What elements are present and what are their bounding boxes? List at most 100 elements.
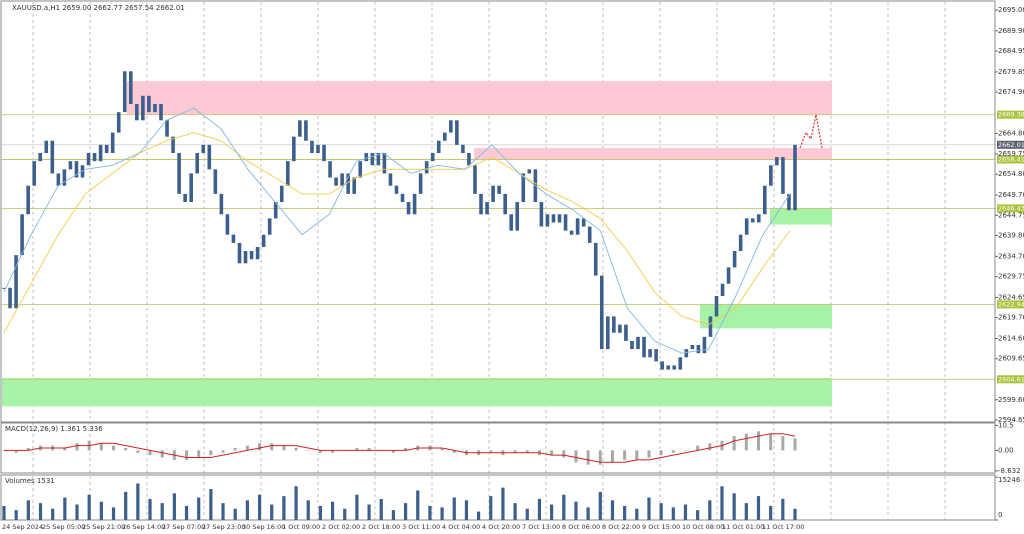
volume-bar [574,501,578,520]
candle [690,345,695,350]
candle [781,157,785,194]
volume-bar [732,493,736,520]
macd-bar [683,450,687,451]
candle [237,242,242,264]
candle [104,144,109,154]
volume-bar [756,496,761,520]
level-tag [997,300,1024,309]
level-tag [997,155,1024,164]
time-label: 30 Sep 16:00 [242,523,285,531]
volume-bar [477,511,481,520]
macd-bar [793,438,797,451]
macd-bar [635,450,639,460]
candle [56,173,61,186]
candle [159,103,163,121]
candle [38,153,43,162]
macd-bar [124,448,128,451]
candle [86,153,91,166]
volume-bar [99,501,103,520]
current-price-text: 2662.01 [998,141,1024,149]
macd-bar [75,443,79,451]
candle [376,153,381,166]
candle [442,132,447,141]
candle [74,161,79,178]
candle [129,71,133,104]
time-label: 27 Sep 23:00 [202,523,245,531]
volume-bar [282,496,286,520]
candle [406,202,411,215]
candle [110,132,115,154]
candle [255,246,260,260]
level-tag-text: 2658.41 [998,156,1024,164]
macd-bar [258,443,262,451]
candle [545,214,550,227]
macd-signal [4,433,796,463]
candle [775,157,779,166]
candle [141,95,145,121]
volume-bar [245,500,249,520]
candle [491,185,495,203]
macd-bar [160,450,164,458]
volume-bar [330,501,335,520]
candle [581,218,586,227]
y-tick-label: 2619.70 [998,314,1024,322]
volume-bar [38,503,43,520]
y-tick-label: 2594.65 [998,416,1024,424]
candle [436,140,441,154]
candle [177,153,181,194]
time-label: 27 Sep 07:00 [162,523,205,531]
volume-bar [270,504,274,520]
candle [334,177,338,186]
candle [624,324,628,341]
candle [672,365,677,370]
candle [98,144,103,162]
y-tick-label: 2639.80 [998,232,1024,240]
volume-bar [306,500,310,520]
candle [189,173,193,203]
candle [642,336,646,358]
candle [630,340,634,350]
candle [62,169,67,186]
zone [127,81,832,115]
candle [497,185,501,194]
candle [696,345,701,354]
candle [756,214,761,223]
candle [485,202,489,215]
candle [654,349,658,362]
macd-bar [197,450,201,458]
candle [503,193,507,215]
volume-bar [610,500,615,520]
candle [370,153,375,166]
volume-bar [720,486,724,520]
zone [2,378,832,407]
candle [678,357,683,370]
candle [666,365,670,370]
time-label: 3 Oct 11:00 [402,523,440,531]
volume-bar [26,500,30,520]
candle [2,287,6,289]
macd-bar [610,450,614,463]
volume-bar [501,487,505,520]
volume-bar [744,503,748,520]
level-tag-text: 2604.61 [998,375,1024,383]
candle [183,193,187,203]
macd-tick-label: -8.632 [998,467,1021,475]
macd-bar [647,450,651,458]
macd-bar [233,448,237,451]
zone [474,148,832,160]
volume-bar [367,504,371,520]
time-label: 11 Oct 17:00 [762,523,804,531]
macd-bar [744,433,748,451]
candle [606,316,610,350]
candle [267,218,272,235]
fast-ma [3,107,791,354]
y-tick-label: 2624.65 [998,293,1024,301]
candle [527,169,532,174]
volume-bar [124,491,128,520]
candle [769,165,773,186]
candle [122,71,127,113]
volume-bar [197,497,201,520]
